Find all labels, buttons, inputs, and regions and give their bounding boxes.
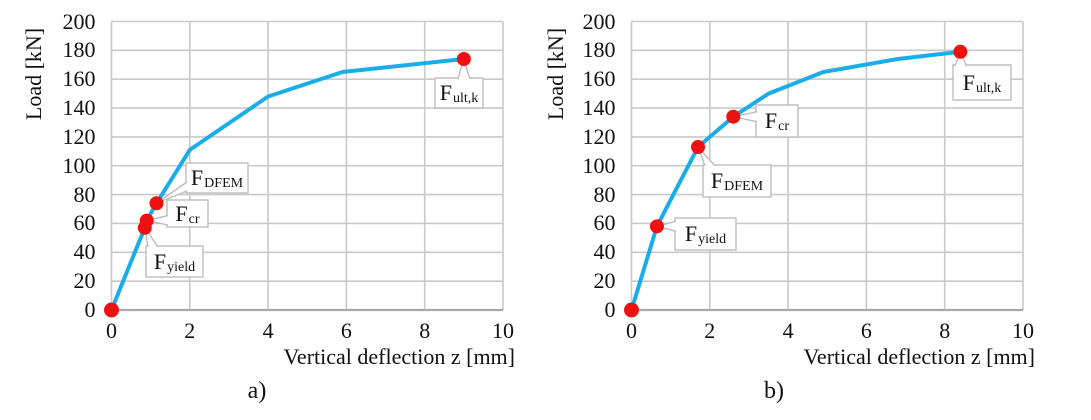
y-tick-label: 160	[582, 66, 616, 92]
y-tick-label: 120	[582, 123, 616, 149]
callout-pointer-fill	[146, 215, 168, 225]
y-axis-title: Load [kN]	[543, 27, 568, 121]
y-tick-label: 60	[73, 210, 96, 236]
x-tick-label: 0	[106, 318, 117, 343]
data-point-marker	[726, 109, 741, 124]
callout-pointer-fill	[733, 111, 757, 122]
curve-line	[629, 49, 963, 312]
callout-pointer-fill	[656, 221, 676, 232]
y-tick-label: 0	[84, 297, 96, 322]
y-tick-label: 200	[62, 8, 96, 34]
y-tick-label: 140	[62, 95, 96, 121]
annotation-subscript: DFEM	[204, 176, 244, 191]
data-point-marker	[456, 52, 471, 67]
chart-caption: a)	[247, 378, 267, 404]
x-tick-label: 10	[1012, 318, 1034, 343]
y-tick-label: 180	[62, 37, 96, 63]
annotation-symbol: F	[710, 168, 724, 193]
annotation-symbol: F	[439, 80, 452, 105]
callout-box	[185, 162, 249, 194]
chart-caption: b)	[764, 378, 784, 404]
y-tick-label: 80	[73, 181, 96, 207]
x-tick-label: 6	[860, 318, 872, 343]
annotation-subscript: ult,k	[975, 80, 1002, 96]
callout-pointer-fill	[955, 51, 967, 66]
callout-box	[674, 217, 737, 251]
data-point-marker	[649, 219, 664, 234]
annotation-subscript: yield	[167, 259, 196, 275]
annotation-symbol: F	[190, 165, 204, 190]
y-tick-label: 40	[593, 239, 616, 265]
x-tick-label: 0	[626, 318, 637, 343]
y-axis-title: Load [kN]	[21, 27, 46, 121]
data-point-marker	[691, 139, 706, 154]
annotation-subscript: DFEM	[724, 179, 764, 194]
data-point-marker	[139, 213, 154, 228]
y-tick-label: 120	[62, 123, 96, 149]
x-tick-label: 10	[492, 318, 514, 343]
annotation-symbol: F	[962, 69, 975, 95]
data-point-marker	[149, 196, 164, 211]
annotation-symbol: F	[764, 108, 778, 133]
x-tick-label: 2	[184, 318, 196, 343]
y-tick-label: 100	[582, 152, 616, 178]
annotation-symbol: F	[684, 221, 698, 246]
callout-box	[755, 104, 799, 138]
y-tick-label: 60	[593, 210, 616, 236]
x-tick-label: 8	[939, 318, 951, 343]
x-tick-label: 4	[782, 318, 794, 343]
x-tick-label: 8	[419, 318, 431, 343]
y-tick-label: 140	[582, 95, 616, 121]
x-tick-label: 4	[262, 318, 274, 343]
y-tick-label: 0	[604, 297, 616, 322]
callout-box	[166, 199, 209, 228]
y-tick-label: 40	[73, 239, 96, 265]
x-axis-title: Vertical deflection z [mm]	[283, 344, 515, 369]
annotation-subscript: cr	[778, 119, 790, 134]
callout-box	[702, 164, 772, 198]
y-tick-label: 180	[582, 37, 616, 63]
x-axis-title: Vertical deflection z [mm]	[803, 344, 1035, 369]
x-tick-label: 6	[340, 318, 352, 343]
callout-box	[145, 245, 204, 278]
annotation-label-F-DFEM: F DFEM	[186, 163, 248, 193]
y-tick-label: 100	[62, 152, 96, 178]
data-point-marker	[104, 302, 119, 318]
y-tick-label: 20	[73, 268, 96, 294]
callout-box	[952, 64, 1012, 101]
annotation-subscript: ult,k	[452, 91, 479, 106]
data-point-marker	[624, 302, 639, 318]
annotation-subscript: yield	[698, 232, 727, 247]
y-tick-label: 80	[593, 181, 616, 207]
data-point-marker	[953, 44, 968, 59]
y-tick-label: 20	[593, 268, 616, 294]
callout-pointer-fill	[457, 59, 470, 79]
annotation-subscript: cr	[188, 211, 200, 227]
annotation-symbol: F	[153, 248, 167, 274]
x-tick-label: 2	[704, 318, 716, 343]
annotation-label-F-DFEM: F DFEM	[703, 165, 771, 197]
y-tick-label: 200	[582, 8, 616, 34]
y-tick-label: 160	[62, 66, 96, 92]
annotation-symbol: F	[175, 200, 188, 226]
